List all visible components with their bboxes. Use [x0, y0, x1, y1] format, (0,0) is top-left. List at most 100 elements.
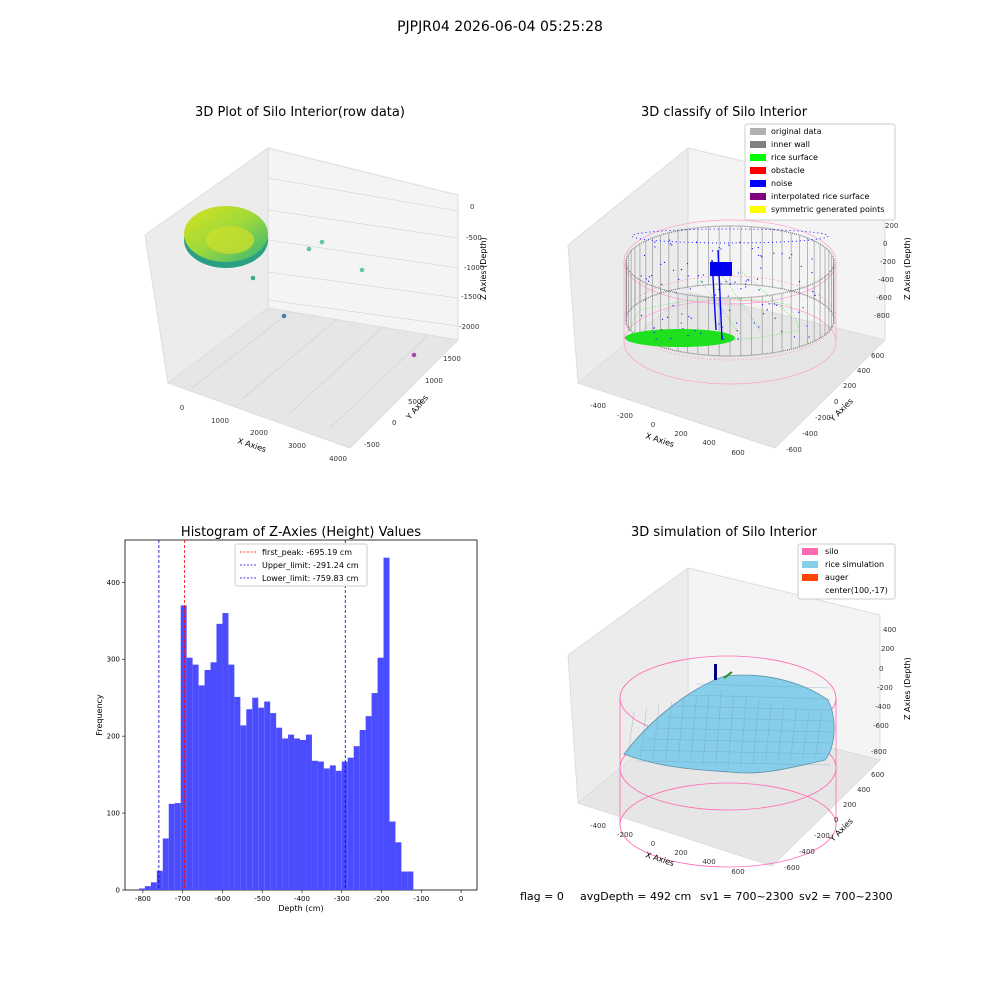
noise-point: [643, 254, 645, 257]
noise-point: [661, 283, 663, 286]
sim-z-tick: -800: [871, 748, 887, 756]
noise-point: [760, 255, 762, 257]
hist-bar: [264, 701, 271, 890]
hist-x-ticks: -800 -700 -600 -500 -400 -300 -200 -100 0: [135, 890, 463, 903]
hist-bar: [198, 685, 205, 890]
noise-point: [721, 336, 724, 338]
raw-z-tick: -1000: [464, 264, 484, 272]
noise-point: [672, 305, 674, 307]
hist-bar: [234, 696, 241, 890]
noise-point: [798, 280, 801, 283]
noise-point: [753, 322, 755, 324]
noise-point: [758, 289, 760, 291]
hist-bar: [407, 871, 414, 890]
noise-point: [654, 241, 656, 243]
raw-y-tick: -500: [364, 441, 380, 449]
legend-label: first_peak: -695.19 cm: [262, 548, 352, 557]
legend-label: auger: [825, 573, 849, 582]
hist-bar: [347, 757, 354, 890]
hist-bar: [156, 870, 163, 890]
hist-x-tick: 0: [459, 895, 463, 903]
noise-point: [814, 294, 816, 297]
auger: [714, 664, 733, 680]
noise-point: [781, 330, 783, 333]
raw-x-tick: 2000: [250, 429, 268, 437]
mesh-line: [690, 695, 697, 764]
sim-z-tick: 200: [881, 645, 894, 653]
outlier-point: [411, 352, 417, 358]
flag-text: flag = 0: [520, 890, 564, 903]
sim-z-label: Z Axies (Depth): [903, 657, 912, 720]
legend-swatch: [750, 128, 766, 135]
hist-bar: [168, 803, 175, 890]
hist-bar: [389, 821, 396, 890]
hist-y-ticks: 0 100 200 300 400: [107, 579, 125, 895]
cls-y-tick: -600: [786, 446, 802, 454]
cls-y-tick: -200: [815, 414, 831, 422]
noise-point: [719, 262, 721, 264]
noise-point: [773, 252, 775, 254]
sim-y-label: Y Axies: [827, 817, 855, 845]
panel-classify-title: 3D classify of Silo Interior: [641, 105, 808, 120]
noise-point: [737, 272, 740, 274]
cls-z-tick: 200: [885, 222, 898, 230]
noise-point: [712, 250, 714, 252]
sim-x-tick: 0: [651, 840, 655, 848]
hist-bar: [317, 761, 324, 890]
noise-point: [696, 241, 698, 243]
mesh-line: [665, 716, 831, 722]
cls-z-tick: -600: [876, 294, 892, 302]
legend-label: rice surface: [771, 153, 818, 162]
noise-point: [737, 338, 739, 340]
noise-point: [714, 294, 717, 296]
pane-floor: [166, 307, 460, 449]
raw-z-tick: 0: [470, 203, 474, 211]
legend-swatch: [750, 167, 766, 174]
noise-point: [802, 307, 804, 309]
legend-swatch: [750, 154, 766, 161]
noise-point: [791, 253, 793, 256]
cls-x-tick: 200: [674, 430, 687, 438]
sim-y-ticks: -600 -400 -200 0 200 400 600: [784, 771, 884, 872]
classify-z-ticks: 200 0 -200 -400 -600 -800: [874, 222, 898, 320]
status-footer: flag = 0 avgDepth = 492 cm sv1 = 700~230…: [520, 890, 893, 903]
legend-swatch: [750, 180, 766, 187]
noise-point: [700, 332, 702, 334]
raw-y-tick: 1000: [425, 377, 443, 385]
sim-x-tick: 200: [674, 849, 687, 857]
sim-z-tick: -600: [873, 722, 889, 730]
noise-point: [687, 335, 689, 337]
raw-x-tick: 0: [180, 404, 184, 412]
raw-y-ticks: -500 0 500 1000 1500: [364, 355, 461, 449]
sim-y-tick: 0: [834, 816, 838, 824]
hist-bar: [216, 623, 223, 890]
noise-point: [654, 246, 656, 248]
hist-bar: [258, 707, 265, 890]
cls-x-tick: -200: [617, 412, 633, 420]
mesh-line: [685, 694, 831, 700]
raw-z-tick: -2000: [459, 323, 479, 331]
hist-bar: [401, 871, 408, 890]
mesh-line: [727, 692, 735, 769]
mesh-line: [695, 683, 831, 689]
raw-y-tick: 1500: [443, 355, 461, 363]
noise-point: [756, 278, 759, 280]
hist-title: Histogram of Z-Axies (Height) Values: [181, 525, 421, 540]
legend-frame: [797, 543, 896, 600]
noise-point: [640, 275, 642, 277]
hist-bar: [138, 888, 145, 890]
raw-z-label: Z Axies (Depth): [479, 237, 488, 300]
sim-x-ticks: -400 -200 0 200 400 600: [590, 822, 745, 876]
outlier-point: [359, 267, 365, 273]
noise-point: [811, 258, 813, 260]
sim-y-tick: 600: [871, 771, 884, 779]
hist-bars: [138, 557, 414, 890]
noise-point: [718, 277, 720, 279]
noise-point: [762, 313, 765, 315]
noise-point: [727, 295, 729, 297]
legend-frame: [234, 543, 368, 587]
mesh-line: [640, 707, 647, 758]
sim-x-label: X Axies: [644, 850, 675, 868]
mesh-line: [627, 710, 635, 757]
noise-point: [719, 290, 721, 292]
